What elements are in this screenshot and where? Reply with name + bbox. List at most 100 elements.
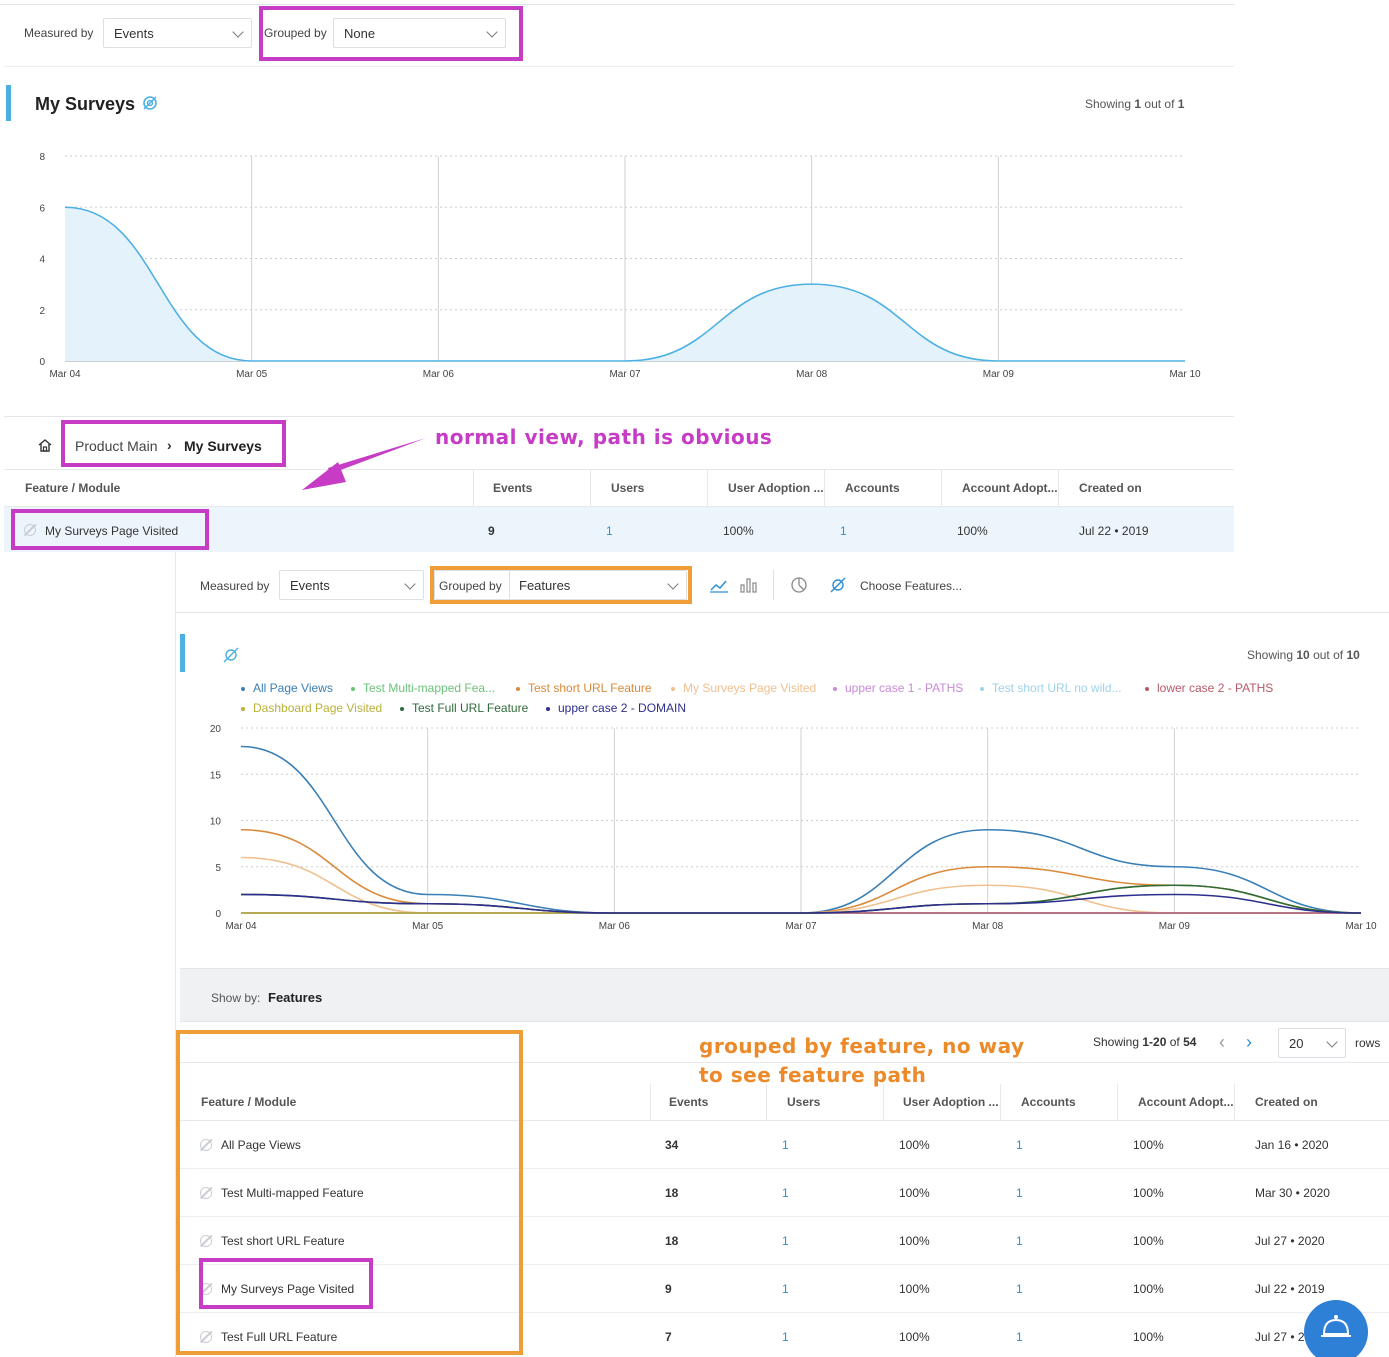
highlight-top-row (11, 509, 209, 550)
table-row[interactable]: Test Multi-mapped Feature 18 1 100% 1 10… (180, 1169, 1389, 1217)
breadcrumb-parent[interactable]: Product Main (75, 438, 158, 454)
row-accounts[interactable]: 1 (1016, 1330, 1023, 1344)
annotation-orange-line1: grouped by feature, no way (699, 1034, 1025, 1058)
table-row[interactable]: All Page Views 34 1 100% 1 100% Jan 16 •… (180, 1121, 1389, 1169)
row-users[interactable]: 1 (782, 1138, 789, 1152)
chevron-right-icon[interactable]: › (1246, 1032, 1252, 1052)
row-feature-name[interactable]: My Surveys Page Visited (45, 524, 179, 538)
table-row[interactable]: Test short URL Feature 18 1 100% 1 100% … (180, 1217, 1389, 1265)
legend-dot (516, 686, 520, 691)
legend-item[interactable]: upper case 2 - DOMAIN (546, 701, 686, 715)
row-created-on: Mar 30 • 2020 (1255, 1186, 1330, 1200)
x-tick-label: Mar 08 (796, 369, 828, 380)
legend-item[interactable]: All Page Views (241, 681, 333, 695)
col-account-adoption[interactable]: Account Adopt... (1138, 1095, 1234, 1109)
x-tick-label: Mar 04 (49, 369, 81, 380)
col-accounts[interactable]: Accounts (845, 481, 900, 495)
legend-item[interactable]: Test Multi-mapped Fea... (351, 681, 495, 695)
col-users[interactable]: Users (787, 1095, 821, 1109)
row-users[interactable]: 1 (782, 1186, 789, 1200)
row-users[interactable]: 1 (606, 524, 613, 538)
grouped-by-select[interactable]: None (333, 18, 506, 48)
choose-features-button[interactable]: Choose Features... (860, 579, 963, 593)
row-created-on: Jul 27 • 2020 (1255, 1234, 1325, 1248)
measured-by-select[interactable]: Events (279, 570, 424, 600)
row-account-adoption: 100% (1133, 1282, 1164, 1296)
col-users[interactable]: Users (611, 481, 645, 495)
row-accounts[interactable]: 1 (1016, 1282, 1023, 1296)
x-tick-label: Mar 09 (1159, 921, 1191, 932)
row-feature-name[interactable]: Test Full URL Feature (221, 1330, 338, 1344)
x-tick-label: Mar 06 (423, 369, 455, 380)
legend-item[interactable]: My Surveys Page Visited (671, 681, 816, 695)
row-feature-name[interactable]: My Surveys Page Visited (221, 1282, 355, 1296)
feature-icon (200, 1187, 212, 1199)
col-created-on[interactable]: Created on (1079, 481, 1142, 495)
legend-dot (241, 706, 245, 711)
row-accounts[interactable]: 1 (1016, 1234, 1023, 1248)
row-feature-name[interactable]: Test Multi-mapped Feature (221, 1186, 364, 1200)
help-chat-button[interactable] (1304, 1300, 1368, 1357)
chevron-left-icon[interactable]: ‹ (1219, 1032, 1225, 1052)
top-panel: Measured by Events Grouped by None My Su… (0, 0, 1234, 552)
table-row[interactable]: My Surveys Page Visited 9 1 100% 1 100% … (4, 507, 1234, 552)
pie-chart-icon[interactable] (790, 576, 808, 594)
pager-prefix: Showing (1093, 1035, 1140, 1049)
legend-item[interactable]: lower case 2 - PATHS (1145, 681, 1273, 695)
line-chart-icon[interactable] (709, 576, 729, 594)
legend-dot (1145, 686, 1149, 691)
bar-chart-icon[interactable] (739, 576, 759, 594)
col-divider (883, 1084, 884, 1120)
showing-mid: out of (1144, 97, 1175, 111)
toolbar-divider (773, 570, 774, 600)
row-users[interactable]: 1 (782, 1330, 789, 1344)
legend-label: upper case 1 - PATHS (845, 681, 964, 695)
legend-item[interactable]: Dashboard Page Visited (241, 701, 382, 715)
home-icon[interactable] (37, 438, 53, 453)
annotation-orange-line2: to see feature path (699, 1063, 927, 1087)
annotation-pink: normal view, path is obvious (435, 425, 773, 449)
y-tick-label: 6 (39, 203, 45, 214)
show-by-label: Show by: (211, 991, 261, 1005)
rows-per-page-select[interactable]: 20 (1278, 1028, 1346, 1058)
feature-icon[interactable] (829, 576, 847, 594)
feature-link-icon[interactable] (142, 95, 158, 111)
y-tick-label: 4 (39, 255, 45, 266)
measured-by-label: Measured by (200, 579, 270, 593)
col-created-on[interactable]: Created on (1255, 1095, 1318, 1109)
legend-label: Test Full URL Feature (412, 701, 529, 715)
col-feature-module[interactable]: Feature / Module (25, 481, 121, 495)
col-accounts[interactable]: Accounts (1021, 1095, 1076, 1109)
legend-item[interactable]: Test short URL Feature (516, 681, 652, 695)
row-accounts[interactable]: 1 (1016, 1138, 1023, 1152)
col-feature-module[interactable]: Feature / Module (201, 1095, 297, 1109)
grouped-by-select[interactable]: Grouped by Features (434, 570, 687, 600)
col-user-adoption[interactable]: User Adoption ... (903, 1095, 999, 1109)
row-users[interactable]: 1 (782, 1234, 789, 1248)
col-divider (1058, 470, 1059, 506)
show-by-value[interactable]: Features (268, 990, 323, 1005)
col-events[interactable]: Events (493, 481, 533, 495)
x-tick-label: Mar 08 (972, 921, 1004, 932)
row-events: 18 (665, 1186, 679, 1200)
measured-by-select[interactable]: Events (103, 18, 252, 48)
legend-item[interactable]: upper case 1 - PATHS (833, 681, 963, 695)
row-accounts[interactable]: 1 (840, 524, 847, 538)
chevron-down-icon (404, 578, 416, 590)
feature-icon[interactable] (223, 647, 239, 663)
col-divider (941, 470, 942, 506)
row-users[interactable]: 1 (782, 1282, 789, 1296)
table-row[interactable]: My Surveys Page Visited 9 1 100% 1 100% … (180, 1265, 1389, 1313)
col-events[interactable]: Events (669, 1095, 709, 1109)
row-feature-name[interactable]: All Page Views (221, 1138, 301, 1152)
row-feature-name[interactable]: Test short URL Feature (221, 1234, 345, 1248)
row-accounts[interactable]: 1 (1016, 1186, 1023, 1200)
feature-icon (200, 1331, 212, 1343)
legend-item[interactable]: Test Full URL Feature (400, 701, 528, 715)
col-user-adoption[interactable]: User Adoption ... (728, 481, 824, 495)
col-divider (824, 470, 825, 506)
legend-item[interactable]: Test short URL no wild... (980, 681, 1122, 695)
col-account-adoption[interactable]: Account Adopt... (962, 481, 1058, 495)
x-tick-label: Mar 06 (599, 921, 631, 932)
legend-dot (833, 686, 837, 691)
